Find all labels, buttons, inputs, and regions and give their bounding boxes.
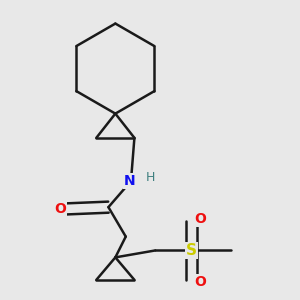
Text: H: H	[145, 170, 155, 184]
Text: S: S	[186, 243, 197, 258]
Text: N: N	[123, 174, 135, 188]
Text: O: O	[55, 202, 67, 216]
Text: O: O	[194, 212, 206, 226]
Text: O: O	[194, 274, 206, 289]
